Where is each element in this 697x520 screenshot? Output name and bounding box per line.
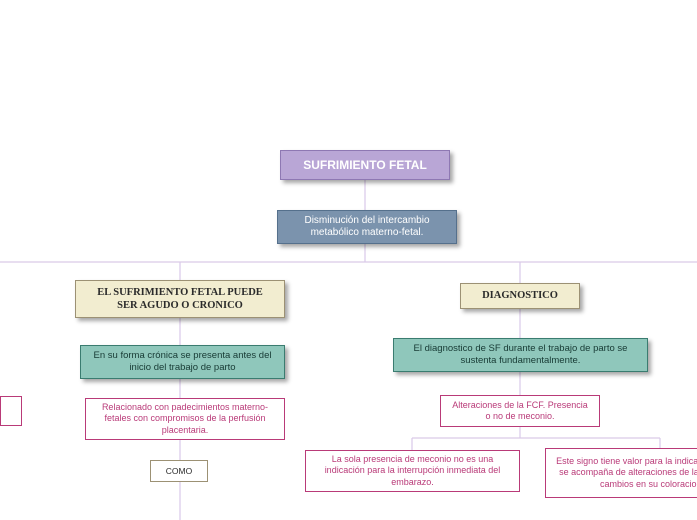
node-right-signo-text: Este signo tiene valor para la indicacio… bbox=[556, 456, 697, 490]
node-left-edge-partial bbox=[0, 396, 22, 426]
node-title: SUFRIMIENTO FETAL bbox=[280, 150, 450, 180]
node-right-signo: Este signo tiene valor para la indicacio… bbox=[545, 448, 697, 498]
node-right-heading-text: DIAGNOSTICO bbox=[482, 289, 558, 302]
node-como-text: COMO bbox=[166, 466, 192, 477]
node-title-text: SUFRIMIENTO FETAL bbox=[303, 158, 427, 173]
node-left-cronica-text: En su forma crónica se presenta antes de… bbox=[91, 350, 274, 374]
node-right-alteraciones-text: Alteraciones de la FCF. Presencia o no d… bbox=[451, 400, 589, 423]
diagram-canvas: SUFRIMIENTO FETAL Disminución del interc… bbox=[0, 0, 697, 520]
node-right-meconio-text: La sola presencia de meconio no es una i… bbox=[316, 454, 509, 488]
node-como: COMO bbox=[150, 460, 208, 482]
node-right-diag-desc: El diagnostico de SF durante el trabajo … bbox=[393, 338, 648, 372]
node-left-heading-text: EL SUFRIMIENTO FETAL PUEDE SER AGUDO O C… bbox=[86, 286, 274, 312]
node-right-diag-desc-text: El diagnostico de SF durante el trabajo … bbox=[404, 343, 637, 367]
node-definition-text: Disminución del intercambio metabólico m… bbox=[288, 215, 446, 240]
node-left-relacionado: Relacionado con padecimientos materno-fe… bbox=[85, 398, 285, 440]
node-left-relacionado-text: Relacionado con padecimientos materno-fe… bbox=[96, 402, 274, 436]
node-definition: Disminución del intercambio metabólico m… bbox=[277, 210, 457, 244]
node-right-alteraciones: Alteraciones de la FCF. Presencia o no d… bbox=[440, 395, 600, 427]
connectors bbox=[0, 0, 697, 520]
node-right-heading: DIAGNOSTICO bbox=[460, 283, 580, 309]
node-left-cronica: En su forma crónica se presenta antes de… bbox=[80, 345, 285, 379]
node-left-heading: EL SUFRIMIENTO FETAL PUEDE SER AGUDO O C… bbox=[75, 280, 285, 318]
node-right-meconio: La sola presencia de meconio no es una i… bbox=[305, 450, 520, 492]
